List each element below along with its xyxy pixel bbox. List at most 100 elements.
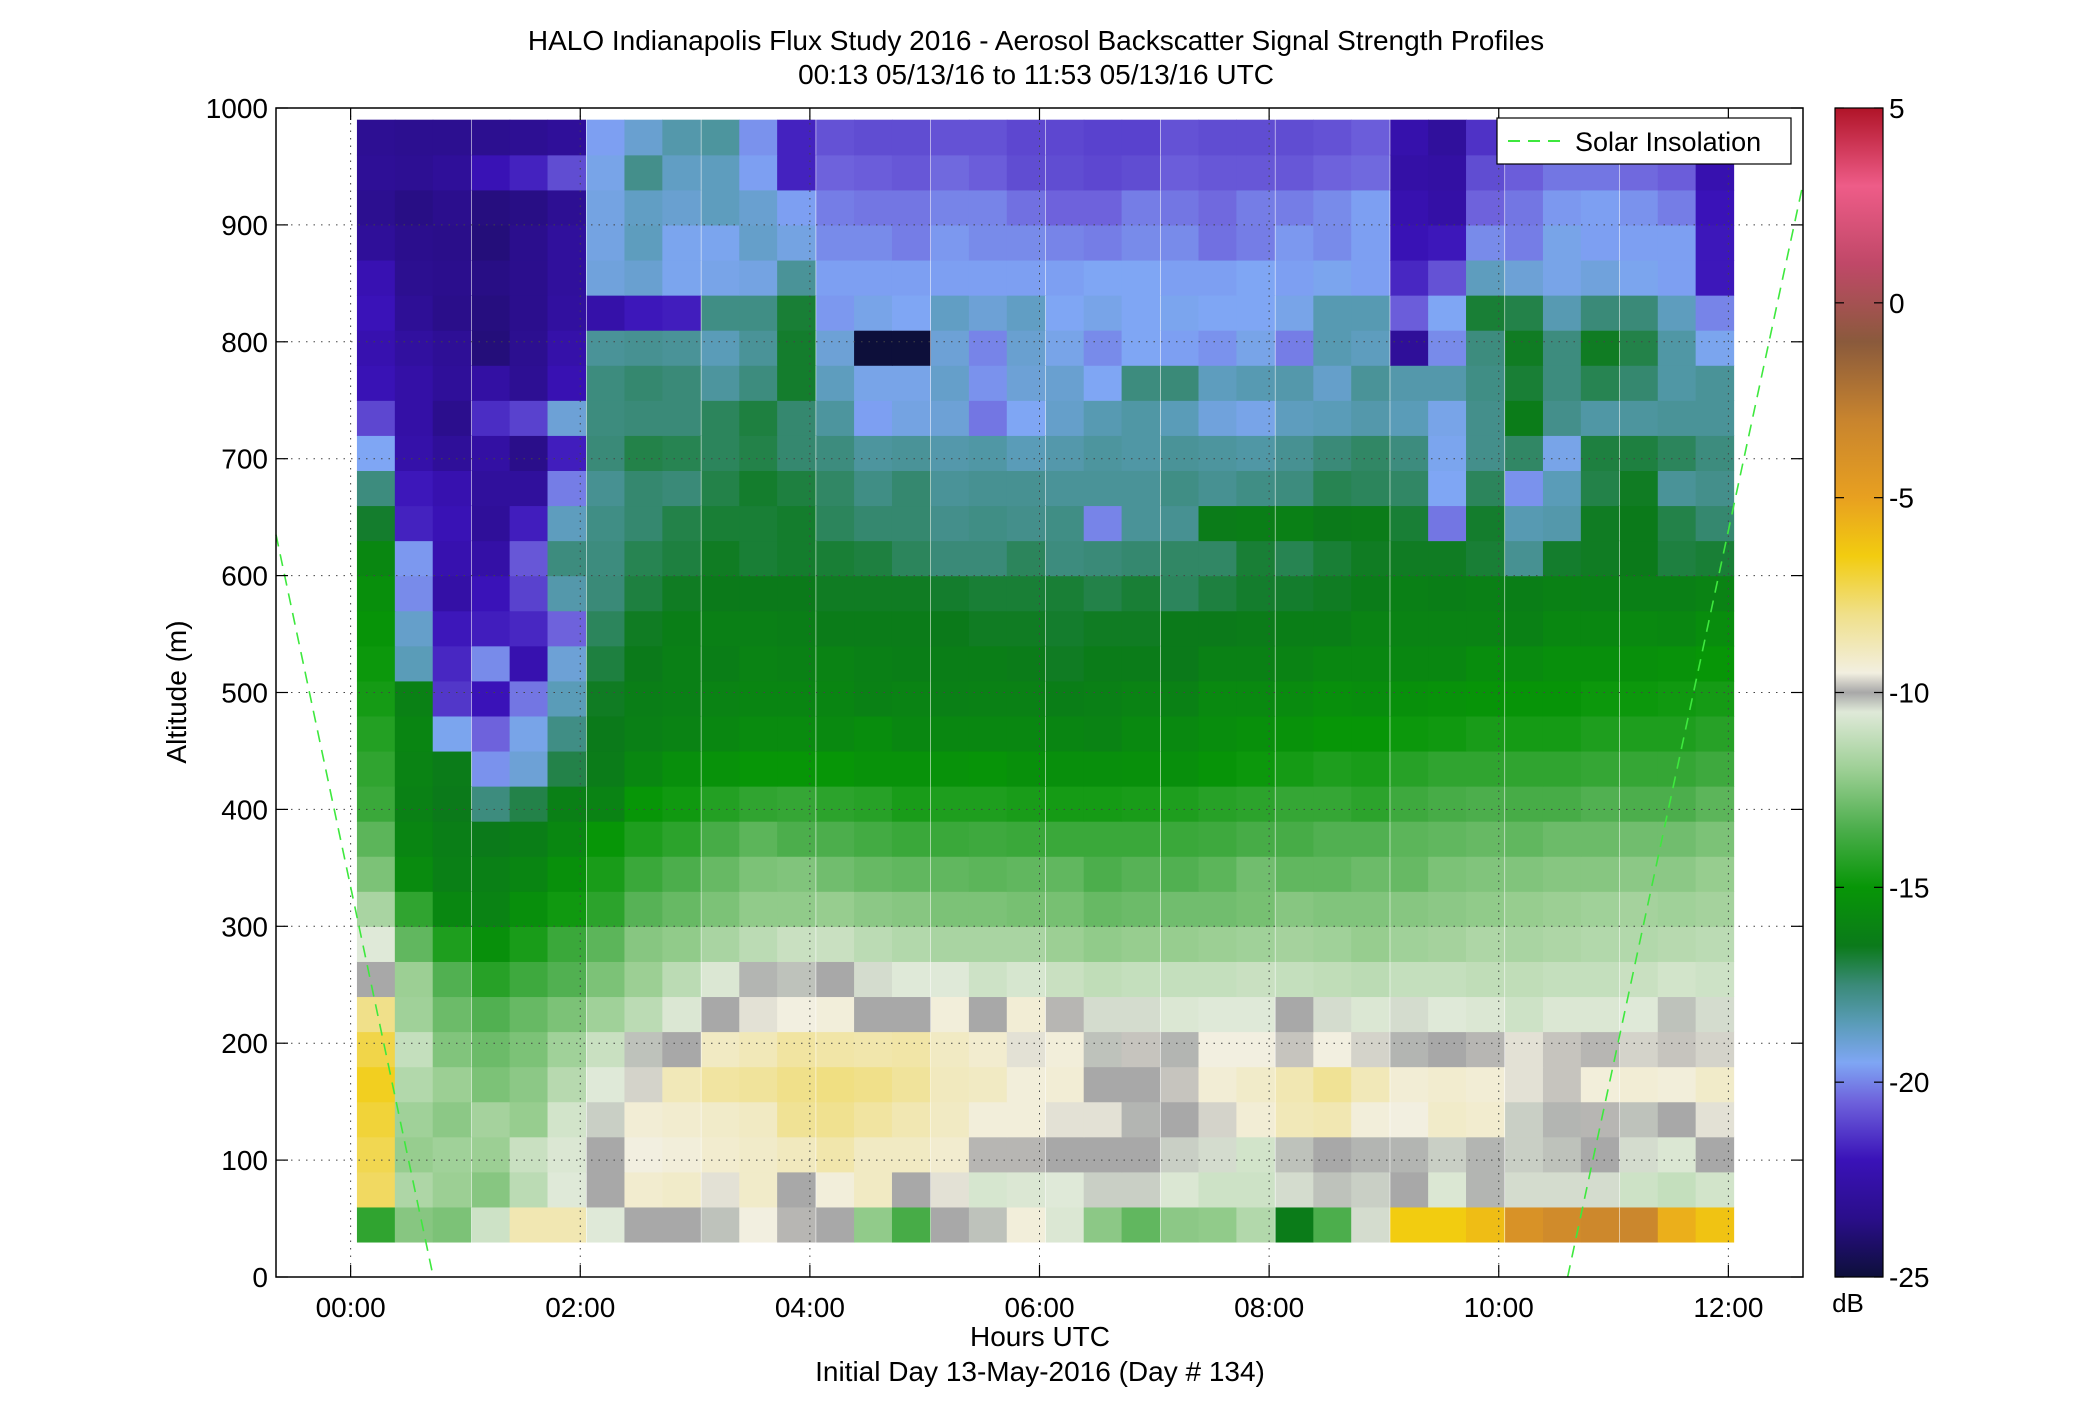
heatmap-cell (1390, 189, 1429, 226)
heatmap-cell (968, 435, 1008, 471)
heatmap-cell (854, 926, 893, 962)
heatmap-cell (547, 400, 587, 436)
heatmap-cell (1542, 891, 1582, 927)
heatmap-cell (1198, 1066, 1237, 1103)
x-tick-label: 04:00 (775, 1292, 845, 1323)
heatmap-cell (1580, 330, 1620, 366)
heatmap-cell (1428, 189, 1467, 226)
heatmap-cell (739, 645, 778, 682)
heatmap-cell (1542, 224, 1582, 261)
heatmap-cell (891, 786, 931, 822)
heatmap-cell (509, 259, 549, 296)
heatmap-cell (662, 365, 701, 401)
heatmap-cell (1542, 1031, 1582, 1068)
heatmap-cell (1657, 1206, 1697, 1243)
heatmap-cell (1619, 610, 1659, 647)
heatmap-cell (1006, 470, 1046, 507)
heatmap-cell (816, 926, 855, 962)
heatmap-cell (509, 435, 549, 471)
heatmap-cell (1236, 715, 1275, 752)
heatmap-cell (739, 575, 778, 612)
heatmap-cell (1351, 961, 1390, 998)
heatmap-cell (586, 1171, 626, 1208)
heatmap-cell (1542, 996, 1582, 1033)
heatmap-cell (1045, 961, 1085, 998)
heatmap-cell (547, 1066, 587, 1103)
colorbar-tick-label: 0 (1889, 288, 1905, 319)
heatmap-cell (1313, 1136, 1352, 1173)
heatmap-cell (1121, 505, 1161, 542)
heatmap-cell (547, 645, 587, 682)
heatmap-cell (547, 1031, 587, 1068)
heatmap-cell (662, 1066, 701, 1103)
heatmap-cell (1121, 1101, 1161, 1138)
heatmap-cell (1428, 505, 1467, 542)
heatmap-cell (739, 330, 778, 366)
heatmap-cell (471, 856, 511, 892)
heatmap-cell (547, 119, 587, 156)
heatmap-cell (968, 295, 1008, 331)
chart-subtitle: 00:13 05/13/16 to 11:53 05/13/16 UTC (798, 59, 1274, 90)
heatmap-cell (854, 996, 893, 1033)
heatmap-cell (1657, 505, 1697, 542)
heatmap-cell (1428, 821, 1467, 857)
heatmap-cell (1428, 1066, 1467, 1103)
heatmap-cell (1313, 645, 1352, 682)
heatmap-cell (1313, 1206, 1352, 1243)
heatmap-cell (471, 1171, 511, 1208)
heatmap-cell (1160, 400, 1200, 436)
heatmap-cell (1006, 645, 1046, 682)
heatmap-cell (816, 259, 855, 296)
heatmap-cell (1542, 680, 1582, 717)
heatmap-cell (1160, 1136, 1200, 1173)
heatmap-cell (624, 1101, 663, 1138)
heatmap-cell (1045, 1031, 1085, 1068)
heatmap-cell (547, 1206, 587, 1243)
heatmap-cell (432, 435, 472, 471)
heatmap-cell (701, 821, 740, 857)
heatmap-cell (777, 295, 816, 331)
heatmap-cell (471, 295, 511, 331)
heatmap-cell (1236, 821, 1275, 857)
heatmap-cell (1198, 715, 1237, 752)
heatmap-cell (1466, 435, 1505, 471)
heatmap-cell (777, 1171, 816, 1208)
heatmap-cell (854, 645, 893, 682)
heatmap-cell (777, 1031, 816, 1068)
heatmap-cell (547, 1136, 587, 1173)
heatmap-cell (816, 1101, 855, 1138)
heatmap-cell (1505, 1031, 1544, 1068)
heatmap-cell (432, 365, 472, 401)
heatmap-cell (356, 400, 396, 436)
heatmap-cell (624, 224, 663, 261)
heatmap-cell (432, 400, 472, 436)
heatmap-cell (1045, 575, 1085, 612)
heatmap-cell (816, 330, 855, 366)
heatmap-cell (1045, 435, 1085, 471)
heatmap-cell (1198, 435, 1237, 471)
heatmap-cell (777, 1136, 816, 1173)
heatmap-cell (1351, 540, 1390, 577)
heatmap-cell (624, 295, 663, 331)
heatmap-cell (777, 856, 816, 892)
heatmap-cell (777, 1066, 816, 1103)
heatmap-cell (816, 189, 855, 226)
heatmap-cell (854, 505, 893, 542)
heatmap-cell (1505, 856, 1544, 892)
heatmap-cell (1428, 575, 1467, 612)
heatmap-cell (1160, 1031, 1200, 1068)
heatmap-cell (471, 505, 511, 542)
y-tick-label: 500 (221, 678, 268, 709)
heatmap-cell (1236, 330, 1275, 366)
heatmap-cell (1390, 680, 1429, 717)
heatmap-cell (968, 996, 1008, 1033)
heatmap-cell (1083, 330, 1123, 366)
heatmap-cell (1428, 926, 1467, 962)
heatmap-cell (509, 505, 549, 542)
heatmap-cell (394, 540, 434, 577)
heatmap-cell (1542, 961, 1582, 998)
heatmap-cell (968, 540, 1008, 577)
solar-insolation-series (275, 183, 1804, 1278)
heatmap-cell (1160, 786, 1200, 822)
heatmap-cell (1121, 821, 1161, 857)
